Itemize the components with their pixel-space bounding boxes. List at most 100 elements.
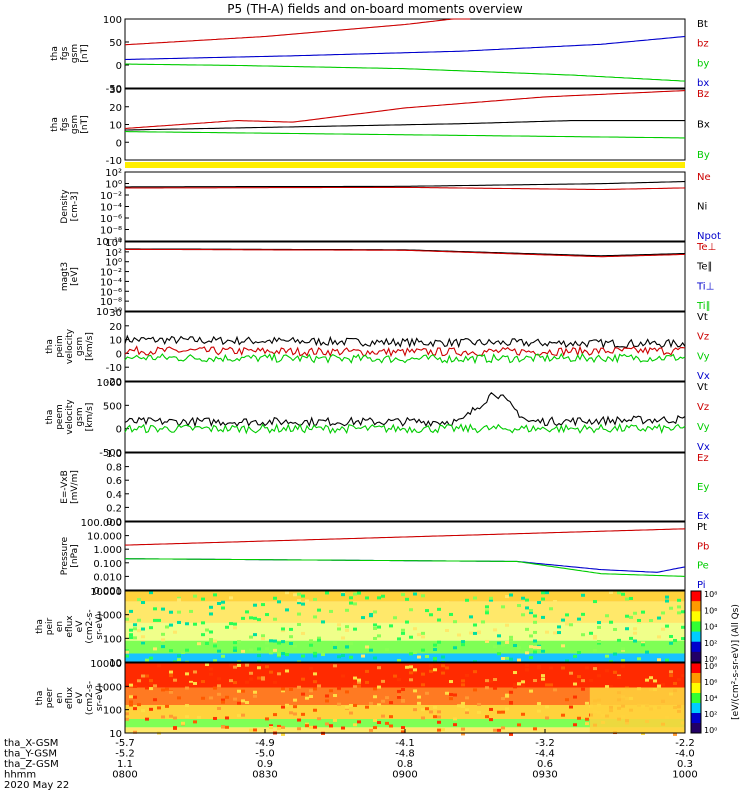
spectrogram-cell bbox=[281, 627, 285, 631]
legend-entry: Ne bbox=[697, 172, 711, 183]
spectrogram-band bbox=[125, 653, 685, 662]
spectrogram-band bbox=[125, 591, 685, 602]
x-tick-label: -4.9 bbox=[255, 738, 275, 749]
panel-p9: 10000 1000 100 10 tha peir en eflux eV (cm2-s-sr-… bbox=[35, 587, 686, 669]
spectrogram-cell bbox=[265, 717, 269, 721]
spectrogram-cell bbox=[545, 716, 549, 720]
panel-p2: 30 20 10 0 -10 tha fgs gsm [nT] Bz Bx By bbox=[50, 85, 710, 167]
spectrogram-cell bbox=[257, 666, 261, 670]
spectrogram-cell bbox=[285, 669, 289, 673]
legend-entry: Vz bbox=[697, 332, 709, 343]
spectrogram-cell bbox=[317, 636, 321, 640]
spectrogram-cell bbox=[233, 648, 237, 652]
spectrogram-cell bbox=[353, 703, 357, 707]
y-axis-label: tha peim velocity gsm [km/s] bbox=[45, 328, 95, 364]
y-tick-label: 10⁰ bbox=[105, 258, 122, 269]
spectrogram-cell bbox=[537, 646, 541, 650]
spectrogram-cell bbox=[549, 666, 553, 670]
y-label-line: [cm-3] bbox=[70, 192, 80, 222]
x-tick-label: -4.0 bbox=[675, 749, 695, 760]
colorbar-segment bbox=[691, 663, 701, 674]
y-tick-label: 50 bbox=[109, 38, 122, 49]
spectrogram-cell bbox=[521, 680, 525, 684]
legend-entry: Bz bbox=[697, 89, 709, 100]
spectrogram-cell bbox=[669, 641, 673, 645]
spectrogram-cell bbox=[185, 672, 189, 676]
spectrogram-cell bbox=[165, 704, 169, 708]
legend-entry: Te⊥ bbox=[696, 242, 716, 253]
spectrogram-cell bbox=[565, 698, 569, 702]
spectrogram-cell bbox=[677, 678, 681, 682]
spectrogram-cell bbox=[437, 710, 441, 714]
spectrogram-cell bbox=[165, 625, 169, 629]
spectrogram-cell bbox=[337, 686, 341, 690]
spectrogram-cell bbox=[317, 608, 321, 612]
spectrogram-cell bbox=[277, 600, 281, 604]
colorbar-tick-label: 10⁴ bbox=[704, 623, 717, 632]
spectrogram-cell bbox=[313, 725, 317, 729]
spectrogram-cell bbox=[181, 721, 185, 725]
spectrogram-cell bbox=[681, 637, 685, 641]
spectrogram-cell bbox=[497, 728, 501, 732]
spectrogram-cell bbox=[485, 609, 489, 613]
spectrogram-cell bbox=[273, 648, 277, 652]
spectrogram-cell bbox=[397, 659, 401, 663]
spectrogram-cell bbox=[653, 679, 657, 683]
spectrogram-cell bbox=[285, 608, 289, 612]
spectrogram-cell bbox=[277, 727, 281, 731]
spectrogram-cell bbox=[297, 727, 301, 731]
y-label-line: fgs bbox=[60, 46, 70, 60]
spectrogram-cell bbox=[409, 635, 413, 639]
spectrogram-cell bbox=[233, 626, 237, 630]
spectrogram-cell bbox=[541, 612, 545, 616]
spectrogram-cell bbox=[585, 701, 589, 705]
spectrogram-cell bbox=[509, 701, 513, 705]
spectrogram-cell bbox=[141, 709, 145, 713]
spectrogram-cell bbox=[605, 654, 609, 658]
y-tick-label: 1000 bbox=[97, 378, 122, 389]
spectrogram-cell bbox=[541, 677, 545, 681]
spectrogram-cell bbox=[673, 732, 677, 736]
spectrogram-cell bbox=[349, 655, 353, 659]
spectrogram-cell bbox=[513, 671, 517, 675]
spectrogram-cell bbox=[605, 685, 609, 689]
spectrogram-cell bbox=[149, 707, 153, 711]
spectrogram-cell bbox=[473, 670, 477, 674]
spectrogram-cell bbox=[393, 618, 397, 622]
spectrogram-cell bbox=[405, 665, 409, 669]
spectrogram-cell bbox=[613, 670, 617, 674]
spectrogram-cell bbox=[245, 663, 249, 667]
y-axis-label: tha fgs gsm [nT] bbox=[50, 44, 90, 63]
colorbar-segment bbox=[691, 651, 701, 663]
spectrogram-cell bbox=[357, 680, 361, 684]
colorbar-segment bbox=[691, 621, 701, 633]
spectrogram-cell bbox=[525, 663, 529, 667]
spectrogram-cell bbox=[245, 680, 249, 684]
spectrogram-cell bbox=[261, 676, 265, 680]
spectrogram-cell bbox=[169, 670, 173, 674]
spectrogram-cell bbox=[297, 685, 301, 689]
spectrogram-cell bbox=[213, 644, 217, 648]
spectrogram-cell bbox=[505, 656, 509, 660]
spectrogram-cell bbox=[545, 630, 549, 634]
spectrogram-cell bbox=[269, 670, 273, 674]
y-tick-label: 100 bbox=[103, 15, 122, 26]
spectrogram-cell bbox=[409, 671, 413, 675]
spectrogram-cell bbox=[213, 639, 217, 643]
spectrogram-cell bbox=[665, 658, 669, 662]
spectrogram-cell bbox=[225, 725, 229, 729]
spectrogram-cell bbox=[569, 705, 573, 709]
spectrogram-cell bbox=[365, 705, 369, 709]
spectrogram-cell bbox=[373, 623, 377, 627]
legend-entry: Vx bbox=[697, 371, 710, 382]
spectrogram-cell bbox=[533, 679, 537, 683]
spectrogram-cell bbox=[137, 618, 141, 622]
y-axis-label: tha peer en eflux eV (cm2-s-sr-eV) bbox=[35, 681, 105, 715]
spectrogram-cell bbox=[489, 596, 493, 600]
y-tick-label: 0.100 bbox=[93, 559, 122, 570]
spectrogram-cell bbox=[409, 652, 413, 656]
spectrogram-cell bbox=[437, 728, 441, 732]
spectrogram-cell bbox=[349, 711, 353, 715]
spectrogram-cell bbox=[301, 594, 305, 598]
